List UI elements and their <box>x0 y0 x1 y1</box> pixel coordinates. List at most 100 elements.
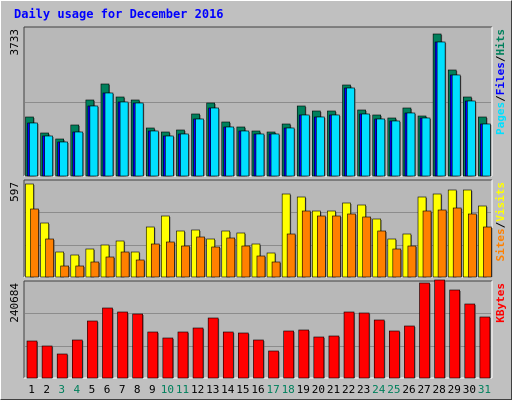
bar-pages-day-16 <box>255 133 265 177</box>
legend-kbytes-part-0: KBytes <box>494 283 507 323</box>
bar-pages-day-30 <box>467 100 476 177</box>
bar-visits-day-3 <box>60 265 69 278</box>
bar-pages-day-4 <box>74 131 84 177</box>
bar-pages-day-17 <box>270 133 280 177</box>
x-tick-label-day-12: 12 <box>191 383 204 396</box>
bar-kbytes-day-30 <box>464 303 476 379</box>
chart-title: Daily usage for December 2016 <box>14 7 224 21</box>
bar-kbytes-day-7 <box>117 311 128 379</box>
x-tick-label-day-31: 31 <box>478 383 491 396</box>
x-tick-label-day-5: 5 <box>89 383 96 396</box>
bar-kbytes-day-22 <box>343 311 355 379</box>
legend-hits-files-pages-part-2: Files <box>494 62 507 95</box>
y-max-label-hits: 3733 <box>8 29 21 56</box>
bar-visits-day-9 <box>150 243 160 278</box>
bar-pages-day-27 <box>421 117 431 177</box>
bar-kbytes-day-13 <box>207 317 219 379</box>
bar-visits-day-2 <box>45 238 54 278</box>
bar-kbytes-day-17 <box>268 350 279 379</box>
bar-visits-day-16 <box>256 255 266 278</box>
y-max-label-kbytes: 240684 <box>8 283 21 323</box>
x-tick-label-day-2: 2 <box>43 383 50 396</box>
bar-kbytes-day-9 <box>147 331 159 379</box>
bar-visits-day-10 <box>166 241 175 278</box>
legend-hits-files-pages: Pages/Files/Hits <box>494 29 507 135</box>
x-tick-label-day-8: 8 <box>134 383 141 396</box>
bar-pages-day-7 <box>119 101 129 177</box>
y-max-label-visits: 597 <box>8 182 21 202</box>
bar-pages-day-22 <box>346 87 355 177</box>
bar-kbytes-day-14 <box>222 331 234 379</box>
x-tick-label-day-19: 19 <box>297 383 310 396</box>
bar-pages-day-9 <box>149 130 159 177</box>
bar-visits-day-13 <box>211 246 220 278</box>
x-tick-label-day-27: 27 <box>417 383 430 396</box>
bar-visits-day-1 <box>30 208 39 278</box>
bar-kbytes-day-4 <box>71 339 83 379</box>
bar-visits-day-23 <box>362 216 371 278</box>
x-tick-label-day-28: 28 <box>433 383 446 396</box>
bar-pages-day-28 <box>436 41 446 177</box>
bar-kbytes-day-1 <box>26 340 38 379</box>
bar-visits-day-26 <box>407 245 417 278</box>
x-tick-label-day-25: 25 <box>387 383 400 396</box>
bar-pages-day-10 <box>165 135 174 177</box>
bar-visits-day-18 <box>286 233 296 278</box>
bar-kbytes-day-25 <box>389 330 400 379</box>
bar-kbytes-day-11 <box>177 331 189 379</box>
bar-visits-day-15 <box>241 245 251 278</box>
legend-kbytes: KBytes <box>494 283 507 323</box>
x-tick-label-day-30: 30 <box>463 383 476 396</box>
bar-kbytes-day-8 <box>132 313 143 379</box>
x-tick-label-day-24: 24 <box>372 383 386 396</box>
bar-pages-day-11 <box>180 133 189 177</box>
x-tick-label-day-23: 23 <box>357 383 370 396</box>
bar-pages-day-23 <box>361 113 370 177</box>
bar-kbytes-day-21 <box>328 335 340 379</box>
bar-pages-day-29 <box>451 74 461 177</box>
bar-visits-day-20 <box>317 215 326 278</box>
x-tick-label-day-16: 16 <box>251 383 264 396</box>
x-tick-label-day-10: 10 <box>161 383 174 396</box>
bar-kbytes-day-23 <box>358 312 370 379</box>
bar-kbytes-day-19 <box>298 329 310 379</box>
bar-kbytes-day-24 <box>373 319 385 379</box>
bar-kbytes-day-26 <box>404 325 415 379</box>
x-tick-label-day-21: 21 <box>327 383 340 396</box>
bar-kbytes-day-15 <box>238 332 249 379</box>
bar-kbytes-day-5 <box>87 320 98 379</box>
bar-kbytes-day-16 <box>253 339 264 379</box>
bar-pages-day-31 <box>482 123 491 177</box>
x-tick-label-day-15: 15 <box>236 383 249 396</box>
bar-visits-day-24 <box>377 230 387 278</box>
bar-kbytes-day-10 <box>162 337 174 379</box>
bar-kbytes-day-2 <box>41 345 53 379</box>
bar-visits-day-30 <box>468 213 477 278</box>
bar-pages-day-20 <box>316 116 325 177</box>
bar-pages-day-14 <box>225 126 235 177</box>
bar-pages-day-24 <box>376 118 386 177</box>
x-tick-label-day-4: 4 <box>74 383 81 396</box>
bar-pages-day-19 <box>300 114 310 177</box>
x-tick-label-day-17: 17 <box>266 383 279 396</box>
legend-sites-visits-part-2: Visits <box>494 182 507 222</box>
bar-pages-day-18 <box>285 127 295 177</box>
x-tick-label-day-6: 6 <box>104 383 111 396</box>
bar-visits-day-22 <box>347 213 356 278</box>
x-tick-label-day-18: 18 <box>282 383 295 396</box>
bar-visits-day-17 <box>271 261 281 278</box>
legend-sites-visits-part-1: / <box>494 221 507 228</box>
bar-pages-day-8 <box>134 102 144 177</box>
bar-pages-day-6 <box>104 92 114 177</box>
x-tick-label-day-9: 9 <box>149 383 156 396</box>
x-tick-label-day-13: 13 <box>206 383 219 396</box>
bar-kbytes-day-6 <box>102 307 113 379</box>
bar-kbytes-day-3 <box>56 353 68 379</box>
x-tick-label-day-1: 1 <box>28 383 35 396</box>
legend-sites-visits: Sites/Visits <box>494 182 507 262</box>
bar-kbytes-day-18 <box>283 330 294 379</box>
legend-hits-files-pages-part-1: / <box>494 95 507 102</box>
x-tick-label-day-7: 7 <box>119 383 126 396</box>
bar-pages-day-15 <box>240 130 250 177</box>
